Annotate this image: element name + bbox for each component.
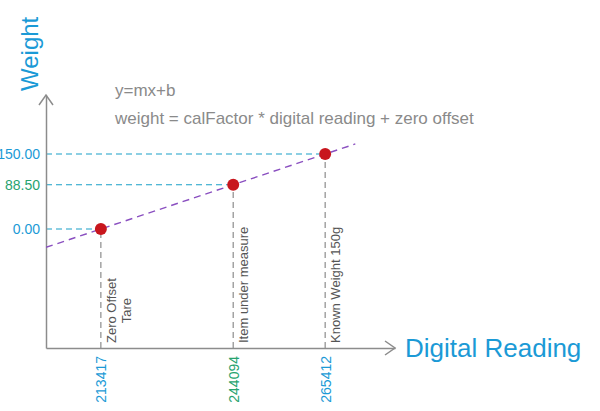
x-tick: 213417 xyxy=(93,348,109,403)
trend-line xyxy=(46,144,355,247)
y-axis: 0.00 88.50 150.00 xyxy=(0,96,47,349)
grid-line xyxy=(100,229,101,348)
y-arrow xyxy=(39,95,53,105)
grid-line xyxy=(325,154,326,348)
x-tick-label: 244094 xyxy=(226,356,242,403)
x-tick-label: 213417 xyxy=(93,356,109,403)
title: y=mx+b xyxy=(115,81,175,100)
plot-area xyxy=(46,144,355,247)
x-axis-line xyxy=(47,348,396,350)
y-tick-label: 88.50 xyxy=(5,177,40,193)
y-tick: 150.00 xyxy=(0,146,46,162)
grid-line xyxy=(46,184,233,185)
grid-line xyxy=(46,228,101,229)
grid xyxy=(46,154,325,348)
point xyxy=(319,148,331,160)
grid-line xyxy=(233,185,234,348)
y-tick-label: 0.00 xyxy=(13,221,40,237)
point xyxy=(95,223,107,235)
chart: y=mx+b weight = calFactor * digital readi… xyxy=(0,0,600,411)
x-tick: 244094 xyxy=(226,348,242,403)
annotations: Zero OffsetTare Item under measure Known W… xyxy=(104,227,343,343)
annotation: Known Weight 150g xyxy=(328,227,343,343)
y-axis-title: Weight xyxy=(16,16,43,91)
grid-line xyxy=(46,153,325,154)
x-axis-title: Digital Reading xyxy=(405,333,581,363)
point xyxy=(227,179,239,191)
annotation: Zero Offset xyxy=(104,278,119,343)
annotation: Item under measure xyxy=(236,227,251,343)
annotation: Tare xyxy=(119,298,134,323)
x-axis: 213417 244094 265412 xyxy=(47,348,396,403)
y-tick-label: 150.00 xyxy=(0,146,40,162)
subtitle: weight = calFactor * digital reading + z… xyxy=(114,109,474,128)
y-axis-line xyxy=(46,96,48,349)
y-tick: 88.50 xyxy=(5,177,46,193)
x-arrow xyxy=(385,341,395,355)
x-tick: 265412 xyxy=(318,348,334,403)
x-tick-label: 265412 xyxy=(318,356,334,403)
y-tick: 0.00 xyxy=(13,221,46,237)
